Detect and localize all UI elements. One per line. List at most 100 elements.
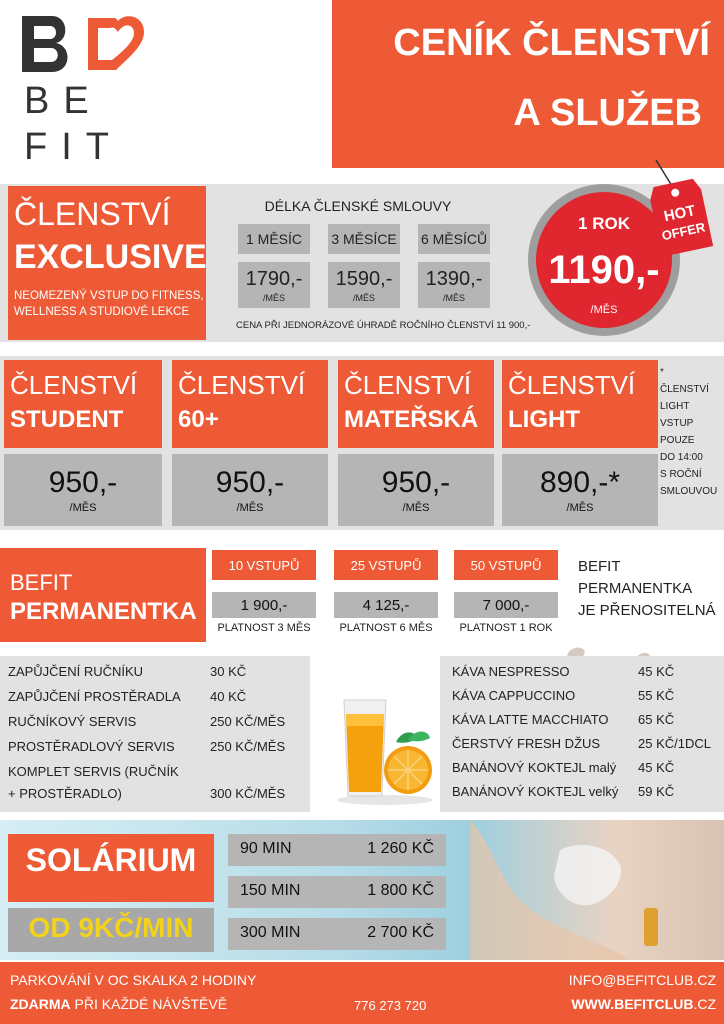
price-unit: /MĚS xyxy=(566,502,594,514)
solarium-price: 2 700 KČ xyxy=(367,924,434,941)
price-unit: /MĚS xyxy=(442,292,465,303)
solarium-time: 300 MIN xyxy=(240,924,301,941)
membership-label-1: ČLENSTVÍ xyxy=(344,370,472,400)
pass-price-50: 7 000,- xyxy=(454,592,558,618)
website-link[interactable]: WWW.BEFITCLUB.CZ xyxy=(480,996,716,1012)
permanentka-label-1: BEFIT xyxy=(10,570,73,595)
cafe-item-name: KÁVA NESPRESSO xyxy=(452,664,570,679)
price-value: 1790,- xyxy=(245,267,303,290)
cafe-item-name: BANÁNOVÝ KOKTEJL velký xyxy=(452,784,619,799)
cafe-item-price: 25 KČ/1DCL xyxy=(638,736,711,751)
membership-label-2: MATEŘSKÁ xyxy=(344,406,479,433)
pass-price-25: 4 125,- xyxy=(334,592,438,618)
price-unit: /MĚS xyxy=(262,292,285,303)
price-value: 950,- xyxy=(381,466,451,499)
solarium-row: 90 MIN 1 260 KČ xyxy=(228,834,446,866)
pass-price-10: 1 900,- xyxy=(212,592,316,618)
service-name: PROSTĚRADLOVÝ SERVIS xyxy=(8,739,175,754)
services-panel xyxy=(0,656,310,812)
length-price-3: 1390,- /MĚS xyxy=(418,262,490,308)
note-line: BEFIT xyxy=(578,558,621,575)
offer-length: 1 ROK xyxy=(578,214,630,233)
web-rest: .CZ xyxy=(693,996,716,1012)
orange-juice-icon xyxy=(337,699,433,805)
membership-60-head: ČLENSTVÍ 60+ xyxy=(172,360,328,448)
membership-light-price: 890,-* /MĚS xyxy=(502,454,658,526)
membership-maternity-head: ČLENSTVÍ MATEŘSKÁ xyxy=(338,360,494,448)
cafe-item-name: ČERSTVÝ FRESH DŽUS xyxy=(452,736,601,751)
price-value: 950,- xyxy=(48,466,118,499)
footer xyxy=(0,962,724,1024)
web-bold: WWW.BEFITCLUB xyxy=(571,996,694,1012)
service-name: RUČNÍKOVÝ SERVIS xyxy=(8,714,137,729)
parking-bold: ZDARMA xyxy=(10,996,71,1012)
membership-60-price: 950,- /MĚS xyxy=(172,454,328,526)
price-unit: /MĚS xyxy=(69,502,97,514)
offer-unit: /MĚS xyxy=(590,304,618,316)
pass-validity-10: PLATNOST 3 MĚS xyxy=(217,622,311,634)
permanentka-note: BEFIT PERMANENTKA JE PŘENOSITELNÁ xyxy=(578,556,724,622)
membership-maternity-price: 950,- /MĚS xyxy=(338,454,494,526)
cafe-item-name: BANÁNOVÝ KOKTEJL malý xyxy=(452,760,617,775)
note-line: SMLOUVOU xyxy=(660,486,718,497)
note-line: VSTUP xyxy=(660,418,694,429)
membership-student-head: ČLENSTVÍ STUDENT xyxy=(4,360,162,448)
price-value: 1590,- xyxy=(335,267,393,290)
membership-label-2: LIGHT xyxy=(508,406,580,433)
logo-letter-b xyxy=(22,16,68,72)
note-line: PERMANENTKA xyxy=(578,580,693,597)
permanentka-label-box xyxy=(0,548,206,642)
exclusive-label-box xyxy=(8,186,206,340)
pass-entries-10: 10 VSTUPŮ xyxy=(212,550,316,580)
cafe-item-name: KÁVA CAPPUCCINO xyxy=(452,688,576,703)
note-line: POUZE xyxy=(660,435,695,446)
solarium-title: SOLÁRIUM xyxy=(25,842,197,878)
email-link[interactable]: INFO@BEFITCLUB.CZ xyxy=(568,972,716,988)
cafe-item-price: 59 KČ xyxy=(638,784,675,799)
note-line: * xyxy=(660,367,664,378)
light-membership-note: * ČLENSTVÍ LIGHT VSTUP POUZE DO 14:00 S … xyxy=(660,364,724,500)
exclusive-label-2: EXCLUSIVE xyxy=(14,238,207,276)
parking-info-2: ZDARMA PŘI KAŽDÉ NÁVŠTĚVĚ xyxy=(10,996,227,1012)
offer-price: 1190,- xyxy=(548,248,660,292)
service-name: KOMPLET SERVIS (RUČNÍK xyxy=(8,764,179,779)
pass-validity-50: PLATNOST 1 ROK xyxy=(459,622,553,634)
title-banner xyxy=(332,0,724,168)
phone-number[interactable]: 776 273 720 xyxy=(354,998,427,1013)
service-price: 250 KČ/MĚS xyxy=(210,739,286,754)
price-unit: /MĚS xyxy=(352,292,375,303)
membership-label-1: ČLENSTVÍ xyxy=(508,370,636,400)
heart-icon xyxy=(88,16,144,70)
solarium-row: 150 MIN 1 800 KČ xyxy=(228,876,446,908)
service-name-cont: + PROSTĚRADLO) xyxy=(8,786,122,801)
solarium-from-price: OD 9KČ/MIN xyxy=(28,912,194,943)
solarium-from-box xyxy=(8,908,214,952)
length-option-2: 3 MĚSÍCE xyxy=(328,224,400,254)
service-price: 300 KČ/MĚS xyxy=(210,786,286,801)
permanentka-label-2: PERMANENTKA xyxy=(10,598,197,625)
price-unit: /MĚS xyxy=(236,502,264,514)
logo-text-fit: FIT xyxy=(24,126,123,168)
cafe-item-price: 45 KČ xyxy=(638,664,675,679)
price-value: 1390,- xyxy=(425,267,483,290)
solarium-price: 1 260 KČ xyxy=(367,840,434,857)
page-title-line1: CENÍK ČLENSTVÍ xyxy=(393,22,710,64)
length-option-1: 1 MĚSÍC xyxy=(238,224,310,254)
solarium-time: 150 MIN xyxy=(240,882,301,899)
membership-label-1: ČLENSTVÍ xyxy=(178,370,306,400)
price-value: 950,- xyxy=(215,466,285,499)
length-option-3: 6 MĚSÍCŮ xyxy=(418,224,490,254)
logo-text-be: BE xyxy=(24,80,103,122)
solarium-row: 300 MIN 2 700 KČ xyxy=(228,918,446,950)
length-price-1: 1790,- /MĚS xyxy=(238,262,310,308)
service-name: ZAPŮJČENÍ RUČNÍKU xyxy=(8,664,144,679)
service-price: 30 KČ xyxy=(210,664,247,679)
service-price: 250 KČ/MĚS xyxy=(210,714,286,729)
cafe-item-price: 65 KČ xyxy=(638,712,675,727)
exclusive-label-1: ČLENSTVÍ xyxy=(14,196,171,232)
cafe-item-price: 55 KČ xyxy=(638,688,675,703)
service-name: ZAPŮJČENÍ PROSTĚRADLA xyxy=(8,689,181,704)
woman-tanning-illustration xyxy=(470,820,658,960)
pass-entries-50: 50 VSTUPŮ xyxy=(454,550,558,580)
membership-label-2: STUDENT xyxy=(10,406,124,433)
